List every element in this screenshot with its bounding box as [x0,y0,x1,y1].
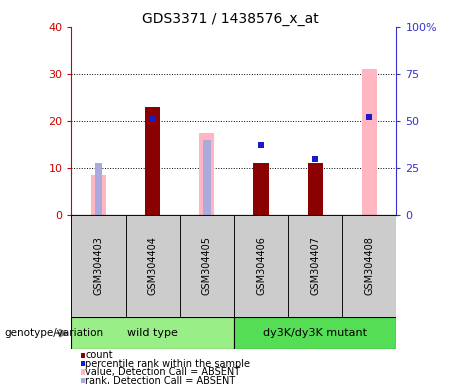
Bar [71,215,125,317]
Bar [362,69,377,215]
Text: rank, Detection Call = ABSENT: rank, Detection Call = ABSENT [85,376,236,384]
Text: dy3K/dy3K mutant: dy3K/dy3K mutant [263,328,367,338]
Bar [145,107,160,215]
Bar [307,163,323,215]
Bar [234,317,396,349]
Bar [199,133,214,215]
Text: genotype/variation: genotype/variation [5,328,104,338]
Bar [234,215,288,317]
Text: GDS3371 / 1438576_x_at: GDS3371 / 1438576_x_at [142,12,319,25]
Text: wild type: wild type [127,328,178,338]
Bar [95,163,102,215]
Text: GSM304407: GSM304407 [310,237,320,295]
Bar [254,163,269,215]
Text: GSM304403: GSM304403 [94,237,104,295]
Text: value, Detection Call = ABSENT: value, Detection Call = ABSENT [85,367,240,377]
Bar [71,317,234,349]
Bar [180,215,234,317]
Text: count: count [85,350,113,360]
Text: GSM304408: GSM304408 [364,237,374,295]
Bar [125,215,180,317]
Text: GSM304406: GSM304406 [256,237,266,295]
Text: percentile rank within the sample: percentile rank within the sample [85,359,250,369]
Bar [91,175,106,215]
Text: GSM304404: GSM304404 [148,237,158,295]
Text: GSM304405: GSM304405 [202,237,212,295]
Bar [203,140,211,215]
Bar [288,215,342,317]
Bar [342,215,396,317]
